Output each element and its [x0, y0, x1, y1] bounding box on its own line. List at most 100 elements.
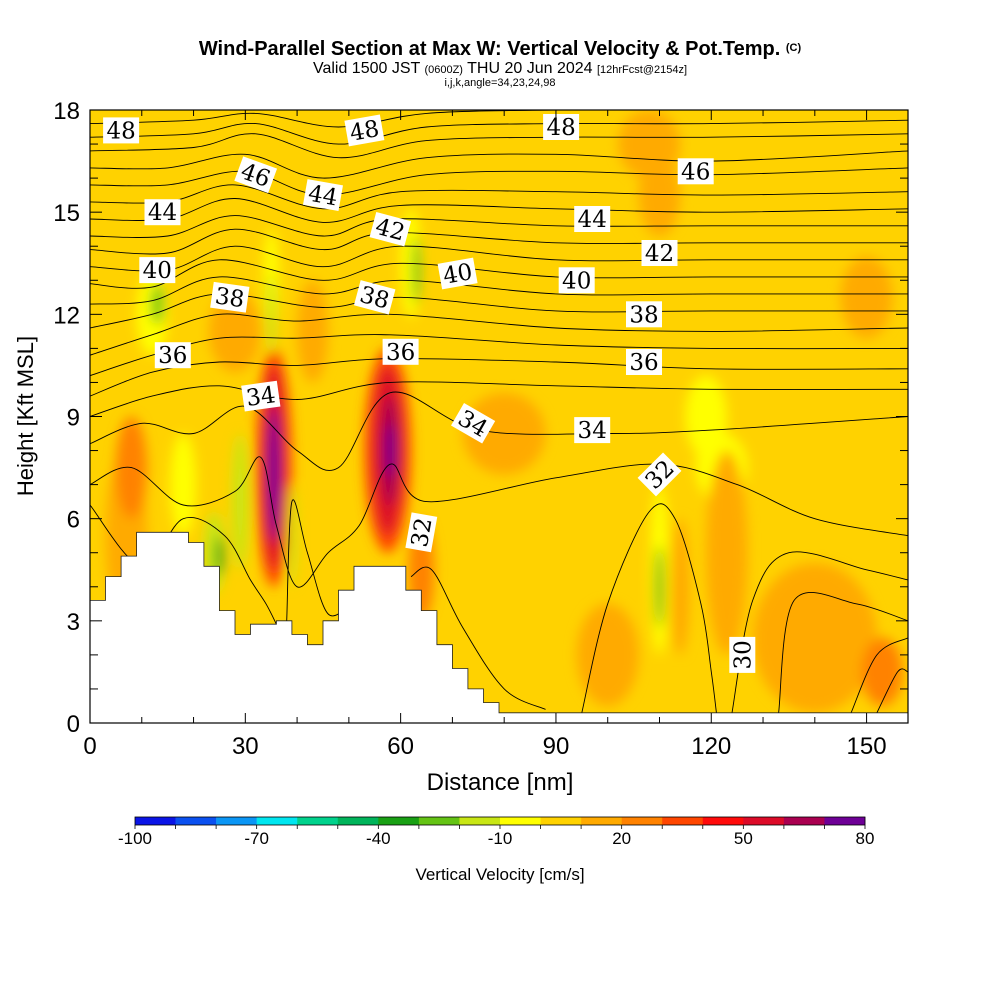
contour-label-text: 48	[348, 116, 381, 147]
chart-title-text: Wind-Parallel Section at Max W: Vertical…	[198, 38, 781, 60]
contour-label: 30	[729, 636, 756, 673]
isentrope-line	[90, 167, 908, 196]
x-tick-label: 0	[83, 733, 96, 760]
isentrope-line	[90, 133, 908, 159]
velocity-cell	[861, 637, 903, 706]
isentrope-line	[90, 293, 908, 329]
contour-label-text: 44	[148, 200, 177, 226]
contour-label-box	[558, 267, 595, 294]
contour-label-box	[574, 417, 611, 444]
velocity-cell	[412, 236, 421, 305]
contour-label-text: 48	[546, 115, 575, 141]
contour-label-box	[451, 403, 496, 444]
colorbar-swatch	[135, 817, 176, 825]
contour-label-text: 36	[158, 343, 187, 369]
y-tick-label: 0	[67, 711, 80, 738]
contour-label-box	[144, 199, 181, 226]
contour-label-box	[729, 636, 756, 673]
contour-label: 46	[677, 158, 714, 185]
y-tick-label: 18	[53, 98, 80, 125]
contour-label-box	[626, 349, 662, 375]
contour-label-text: 34	[245, 382, 278, 412]
colorbar-swatch	[337, 817, 379, 825]
velocity-cell	[386, 423, 395, 478]
isentrope-line	[90, 119, 908, 145]
colorbar-tick-label: -70	[244, 829, 269, 848]
isentrope-line	[90, 150, 908, 179]
isentrope-line	[90, 110, 908, 128]
y-tick-label: 3	[67, 609, 80, 636]
contour-label-text: 40	[143, 258, 172, 284]
velocity-cell	[270, 443, 277, 512]
y-tick-label: 6	[67, 507, 80, 534]
contour-label-text: 34	[578, 418, 607, 444]
isentrope-line	[850, 637, 908, 713]
colorbar-swatch	[581, 817, 622, 825]
contour-label: 48	[103, 117, 140, 144]
isentrope-line	[90, 198, 908, 223]
colorbar-swatch	[824, 817, 866, 825]
colorbar-swatch	[743, 817, 785, 825]
x-tick-label: 60	[387, 733, 414, 760]
contour-label-text: 30	[730, 640, 756, 669]
contour-label-box	[637, 452, 682, 497]
colorbar-swatch	[418, 817, 460, 825]
velocity-cell	[670, 518, 690, 655]
contour-label-box	[241, 380, 281, 412]
colorbar-tick-label: -100	[118, 829, 152, 848]
contour-label: 44	[574, 206, 611, 233]
contour-label: 40	[437, 257, 478, 290]
contour-label: 42	[641, 240, 678, 267]
contour-label: 32	[405, 512, 438, 553]
velocity-cell	[706, 450, 748, 655]
colorbar-swatch	[459, 817, 501, 825]
contour-label-text: 44	[578, 207, 607, 233]
isentrope-line	[90, 259, 908, 289]
isentrope-line	[90, 456, 908, 588]
colorbar-tick-label: -10	[488, 829, 513, 848]
contour-label: 36	[154, 342, 191, 369]
isentrope-line	[90, 245, 908, 272]
colorbar-swatch	[540, 817, 582, 825]
contour-label: 44	[144, 199, 181, 226]
contour-label-box	[353, 280, 396, 315]
y-tick-label: 15	[53, 200, 80, 227]
valid-utc: (0600Z)	[424, 64, 463, 76]
contour-label: 34	[241, 380, 281, 412]
colorbar-swatch	[378, 817, 420, 825]
x-axis-label: Distance [nm]	[427, 769, 574, 796]
x-tick-label: 30	[232, 733, 259, 760]
isentrope-line	[410, 566, 546, 710]
isentrope-line	[90, 276, 908, 305]
x-tick-label: 120	[691, 733, 731, 760]
colorbar-tick-label: 50	[734, 829, 753, 848]
velocity-cell	[170, 433, 197, 536]
forecast-info: [12hrFcst@2154z]	[596, 64, 688, 76]
terrain	[90, 531, 908, 723]
contour-label-box	[154, 342, 191, 369]
contour-label: 48	[344, 114, 385, 147]
colorbar-swatch	[216, 817, 257, 825]
velocity-cell	[421, 280, 463, 383]
terrain-mask	[90, 531, 908, 723]
contour-label: 40	[139, 257, 176, 284]
contour-label: 46	[234, 156, 278, 194]
isentrope-line	[90, 381, 908, 417]
y-tick-label: 12	[53, 302, 80, 329]
contour-label-box	[543, 114, 580, 140]
contour-label-box	[210, 281, 250, 313]
contour-label-text: 38	[213, 283, 246, 313]
contour-label-box	[677, 158, 714, 185]
velocity-cell	[232, 433, 248, 570]
velocity-cell	[209, 290, 261, 373]
isentrope-line	[876, 668, 908, 714]
y-tick-label: 9	[67, 405, 80, 432]
contour-label-box	[234, 156, 278, 194]
velocity-cell	[287, 484, 297, 587]
colorbar-tick-label: 20	[612, 829, 631, 848]
contour-label-box	[574, 206, 611, 232]
contour-label-box	[139, 257, 176, 284]
contour-label-text: 46	[681, 159, 710, 185]
